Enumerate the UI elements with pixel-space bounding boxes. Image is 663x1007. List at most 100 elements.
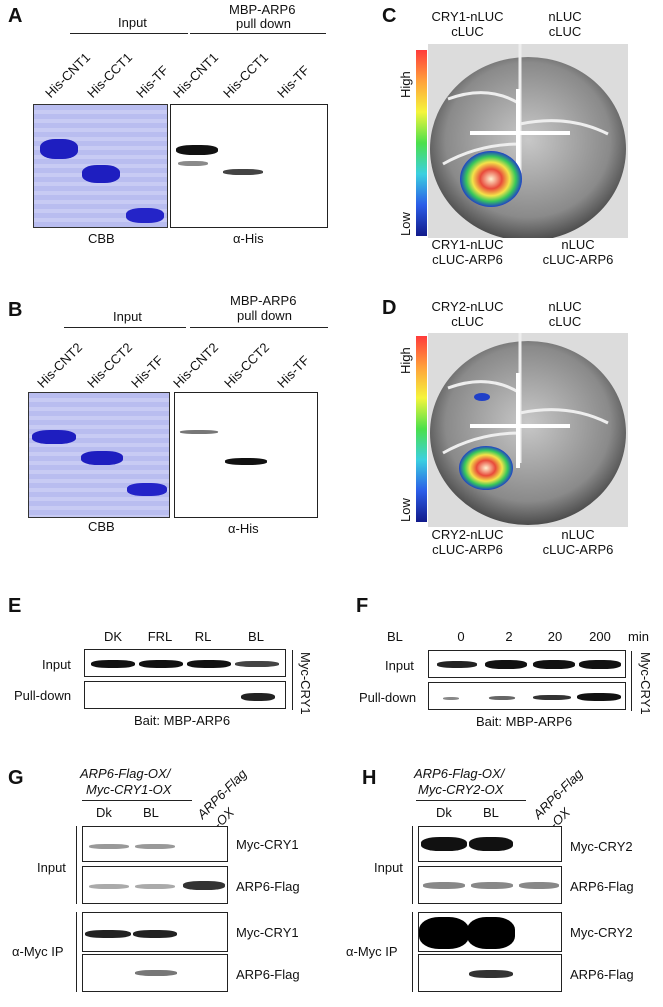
a-lane-1: His-CNT1: [42, 49, 94, 101]
h-genotype-1: ARP6-Flag-OX/: [414, 766, 505, 781]
d-bl-2: cLUC-ARP6: [432, 542, 503, 557]
band: [89, 884, 129, 889]
c-tr-1: nLUC: [548, 9, 582, 24]
e-pulldown-blot: [84, 681, 286, 709]
a-ahis-label: α-His: [233, 231, 264, 246]
h-input-bracket: [412, 826, 413, 904]
d-br-2: cLUC-ARP6: [542, 542, 614, 557]
band: [40, 139, 78, 159]
h-blot-1: [418, 826, 562, 862]
e-cond-3: RL: [194, 629, 212, 644]
band: [89, 844, 129, 849]
d-low: Low: [398, 498, 413, 522]
g-input-label: Input: [37, 860, 66, 875]
b-pd-lane-3: His-TF: [274, 352, 313, 391]
c-tl-2: cLUC: [451, 24, 484, 39]
a-pulldown-label-1: MBP-ARP6: [229, 2, 296, 17]
e-cond-2: FRL: [147, 629, 173, 644]
band: [178, 161, 208, 166]
band: [533, 660, 575, 669]
g-blot-2-label: ARP6-Flag: [236, 879, 300, 894]
band: [419, 917, 469, 949]
band: [423, 882, 465, 889]
f-pulldown-blot: [428, 682, 626, 710]
band: [183, 881, 225, 890]
band: [471, 882, 513, 889]
band: [82, 165, 120, 183]
band: [135, 970, 177, 976]
g-genotype-2: Myc-CRY1-OX: [86, 782, 172, 797]
band: [235, 661, 279, 667]
band: [135, 884, 175, 889]
b-input-line: [64, 327, 186, 328]
g-blot-1: [82, 826, 228, 862]
g-blot-1-label: Myc-CRY1: [236, 837, 299, 852]
band: [133, 930, 177, 938]
d-leaf-image: [428, 333, 628, 527]
band: [469, 837, 513, 851]
c-tl-1: CRY1-nLUC: [431, 9, 504, 24]
g-blot-4: [82, 954, 228, 992]
band: [139, 660, 183, 668]
e-input-label: Input: [42, 657, 71, 672]
band: [85, 930, 131, 938]
f-bait-label: Bait: MBP-ARP6: [476, 714, 573, 729]
b-ahis-label: α-His: [228, 521, 259, 536]
band: [176, 145, 218, 155]
g-genotype-line: [82, 800, 192, 801]
band: [241, 693, 275, 701]
panel-label-a: A: [8, 5, 23, 27]
a-pd-lane-2: His-CCT1: [220, 49, 272, 101]
a-pd-lane-1: His-CNT1: [170, 49, 222, 101]
a-pd-lane-3: His-TF: [274, 62, 313, 101]
f-unit: min: [628, 629, 649, 644]
band: [225, 458, 267, 465]
panel-label-f: F: [356, 595, 369, 617]
d-tr-2: cLUC: [548, 314, 582, 329]
f-input-label: Input: [385, 658, 414, 673]
a-input-label: Input: [118, 15, 147, 30]
d-tl-2: cLUC: [451, 314, 484, 329]
band: [32, 430, 76, 444]
d-tl-1: CRY2-nLUC: [431, 299, 504, 314]
g-blot-3-label: Myc-CRY1: [236, 925, 299, 940]
a-input-line: [70, 33, 188, 34]
e-input-blot: [84, 649, 286, 677]
c-br-1: nLUC: [561, 237, 595, 252]
b-cbb-gel: [28, 392, 170, 518]
panel-label-e: E: [8, 595, 22, 617]
g-ip-label: α-Myc IP: [12, 944, 64, 959]
band: [81, 451, 123, 465]
a-pulldown-line: [190, 33, 326, 34]
band: [577, 693, 621, 701]
h-dk: Dk: [436, 805, 452, 820]
g-blot-4-label: ARP6-Flag: [236, 967, 300, 982]
g-input-bracket: [76, 826, 77, 904]
e-cond-1: DK: [103, 629, 123, 644]
d-high: High: [398, 347, 413, 374]
band: [467, 917, 515, 949]
h-ip-bracket: [412, 912, 413, 992]
h-blot-2-label: ARP6-Flag: [570, 879, 634, 894]
f-pulldown-label: Pull-down: [359, 690, 417, 705]
c-leaf-image: [428, 44, 628, 238]
band: [489, 696, 515, 700]
h-bl: BL: [483, 805, 499, 820]
f-time-4: 200: [589, 629, 611, 644]
a-lane-2: His-CCT1: [84, 49, 136, 101]
e-cond-4: BL: [248, 629, 264, 644]
d-bl-1: CRY2-nLUC: [431, 527, 504, 542]
band: [533, 695, 571, 700]
b-pulldown-line: [190, 327, 328, 328]
h-blot-2: [418, 866, 562, 904]
panel-label-d: D: [382, 297, 397, 319]
h-ip-label: α-Myc IP: [346, 944, 398, 959]
band: [135, 844, 175, 849]
a-cbb-label: CBB: [88, 231, 115, 246]
c-low: Low: [398, 212, 413, 236]
b-pulldown-label-1: MBP-ARP6: [230, 293, 297, 308]
d-colorbar: [416, 336, 427, 522]
a-lane-3: His-TF: [133, 62, 172, 101]
f-time-1: 0: [457, 629, 465, 644]
